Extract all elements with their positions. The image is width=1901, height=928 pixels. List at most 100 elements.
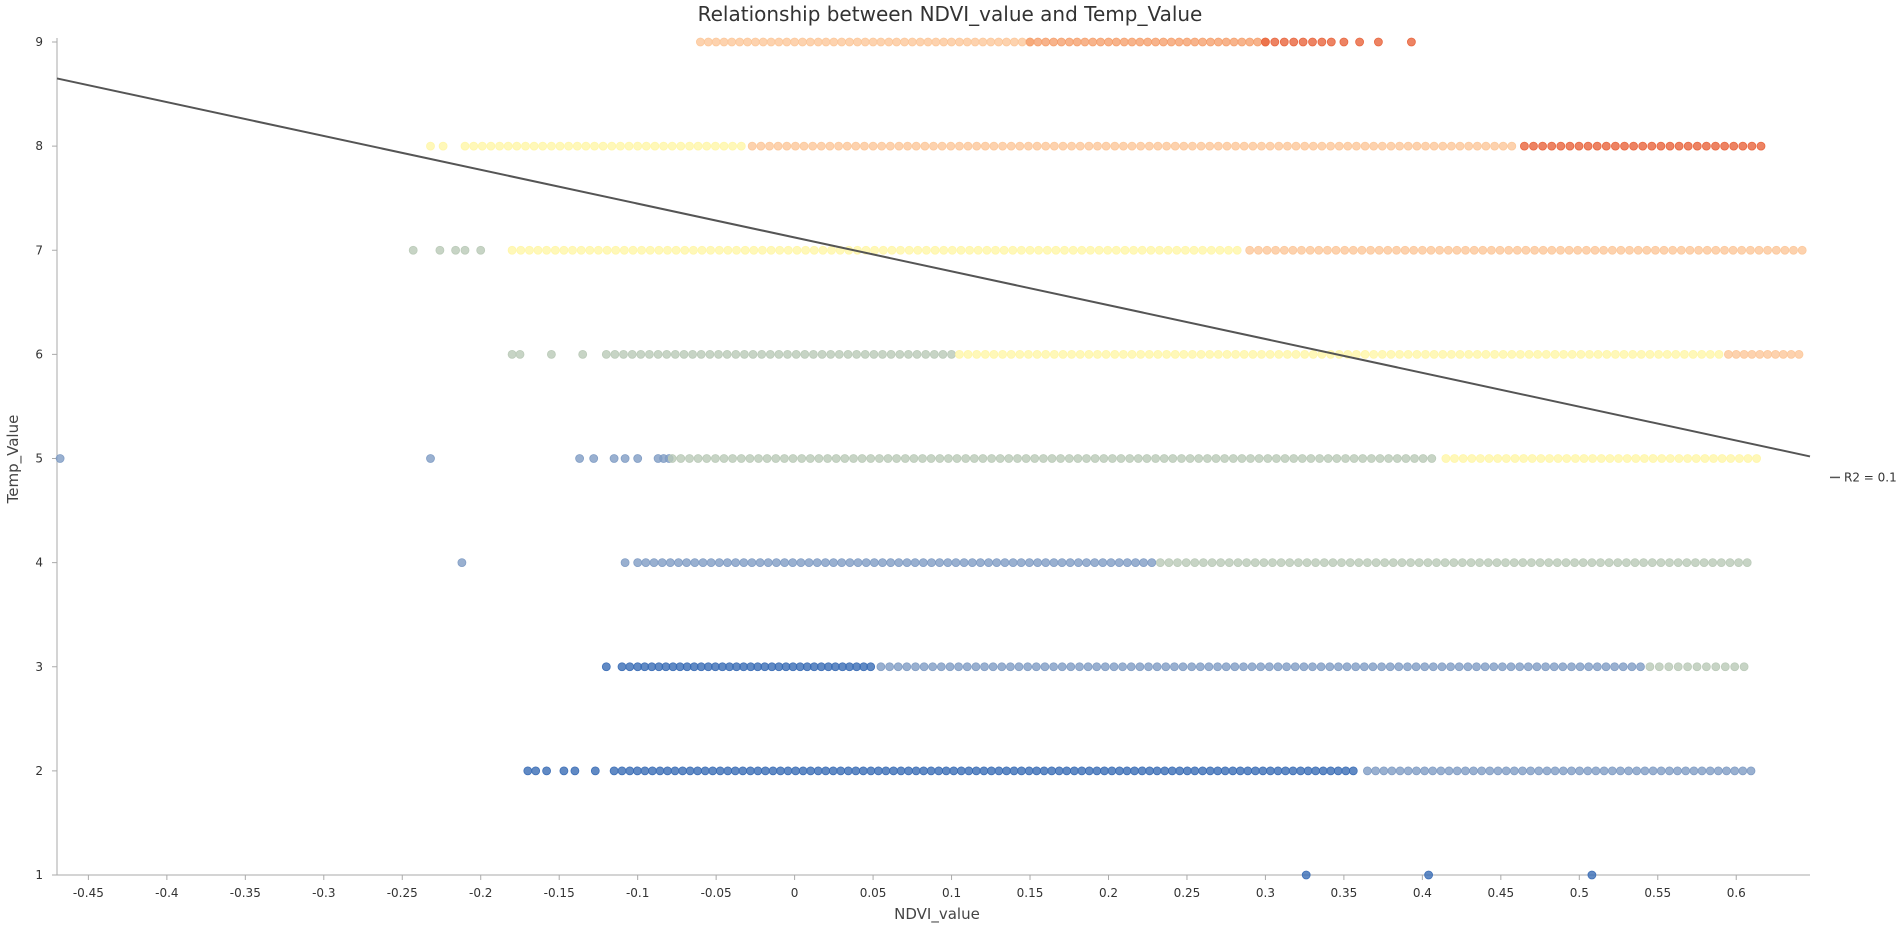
data-point [1232,245,1242,255]
data-point [1640,766,1650,776]
data-point [1495,245,1505,255]
data-point [1412,349,1422,359]
data-point [1358,454,1368,463]
data-point [1724,349,1733,359]
data-point [1403,349,1413,359]
data-point [849,454,858,463]
data-point [1032,766,1041,776]
data-point [1477,766,1487,776]
data-point [585,245,595,255]
data-point [1664,662,1674,672]
data-point [930,245,940,255]
data-point [550,245,560,255]
data-point [1395,766,1405,776]
data-point [1386,349,1396,359]
data-point [926,454,936,463]
data-point [1755,349,1765,359]
data-point [994,37,1003,47]
data-point [1276,558,1286,568]
data-point [731,349,741,359]
data-point [1771,349,1780,359]
data-point [1090,558,1100,568]
data-point [708,766,718,776]
data-point [1374,37,1383,47]
data-point [719,141,729,151]
data-point [1308,662,1317,672]
data-point [1446,662,1455,672]
data-point [1351,662,1361,672]
data-point [1299,662,1309,672]
data-point [1088,37,1098,47]
data-point [1067,141,1076,151]
data-point [616,141,625,151]
data-point [952,454,962,463]
data-point [1596,454,1606,463]
data-point [936,662,946,672]
data-point [1797,245,1807,255]
data-point [1306,454,1316,463]
data-point [776,766,785,776]
data-point [1110,349,1120,359]
data-point [1246,454,1255,463]
data-point [938,349,948,359]
data-point [1490,141,1499,151]
data-point [837,558,847,568]
data-point [805,454,815,463]
data-point [693,454,703,463]
x-tick-label: 0 [791,886,799,900]
data-point [809,245,819,255]
data-point [1042,245,1052,255]
data-point [1323,245,1332,255]
data-point [792,245,802,255]
data-point [1429,141,1439,151]
data-point [943,558,953,568]
data-point [1794,349,1804,359]
data-point [1131,558,1140,568]
data-point [868,141,878,151]
data-point [1151,37,1160,47]
data-point [1747,141,1757,151]
data-point [1518,558,1528,568]
data-point [1033,37,1043,47]
data-point [1461,766,1470,776]
data-point [1116,454,1126,463]
data-point [1170,662,1179,672]
data-point [892,37,901,47]
data-point [1016,558,1026,568]
y-ticks: 1 2 3 4 5 6 7 8 9 [35,35,57,882]
data-point [956,245,966,255]
data-point [1185,454,1195,463]
data-point [1130,766,1139,776]
data-point [1550,766,1560,776]
data-point [843,349,853,359]
data-point [688,349,697,359]
data-point [1636,662,1645,672]
data-point [1228,454,1238,463]
data-point [1469,766,1478,776]
data-point [516,245,526,255]
data-point [1075,141,1085,151]
data-point [1385,662,1395,672]
data-point [980,349,990,359]
x-tick-label: 0.5 [1570,886,1589,900]
data-point [1756,141,1766,151]
data-point [845,37,854,47]
data-point [1771,245,1781,255]
data-point [1291,349,1301,359]
data-point [1553,454,1563,463]
data-point [1673,662,1683,672]
data-point [1406,558,1415,568]
data-point [1297,245,1306,255]
y-tick-label: 7 [35,243,43,257]
data-point [645,245,655,255]
data-point [1674,141,1684,151]
data-point [1049,349,1059,359]
data-point [840,454,850,463]
data-point [1516,349,1525,359]
data-point [791,349,801,359]
x-tick-label: -0.05 [701,886,732,900]
data-point [1342,662,1352,672]
data-point [860,349,870,359]
data-point [818,245,828,255]
data-point [1065,558,1075,568]
